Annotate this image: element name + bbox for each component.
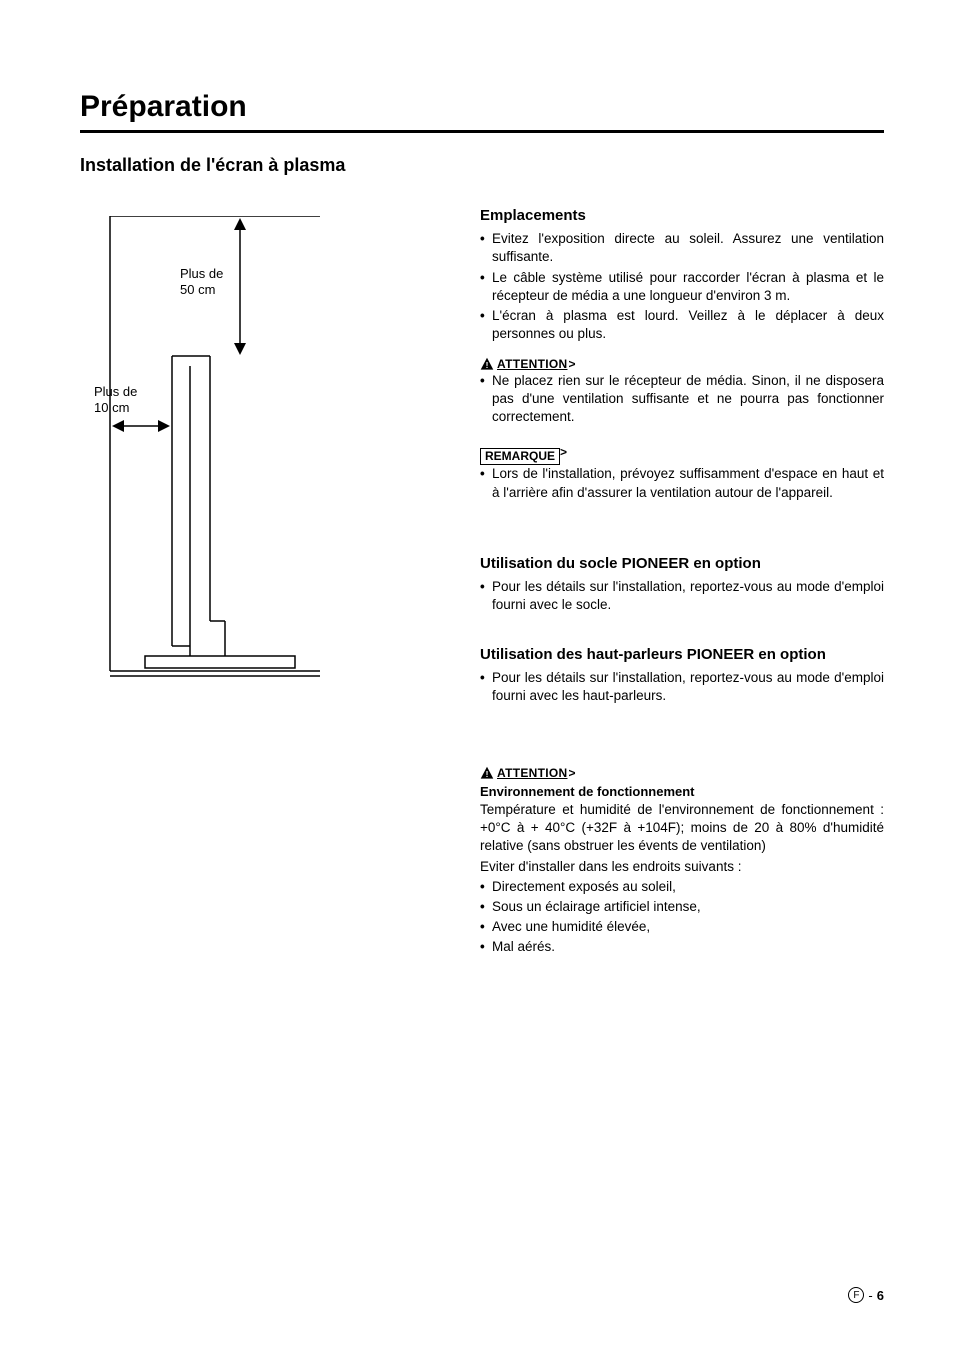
list-hp: Pour les détails sur l'installation, rep… (480, 669, 884, 705)
bullet-text: Evitez l'exposition directe au soleil. A… (492, 230, 884, 266)
list-emplacements: Evitez l'exposition directe au soleil. A… (480, 230, 884, 343)
list-item: Ne placez rien sur le récepteur de média… (480, 372, 884, 427)
section-subtitle: Installation de l'écran à plasma (80, 155, 884, 176)
list-item: L'écran à plasma est lourd. Veillez à le… (480, 307, 884, 343)
dim-side-line2: 10 cm (94, 400, 129, 415)
diagram-column: Plus de 50 cm Plus de 10 cm (80, 206, 450, 969)
heading-socle: Utilisation du socle PIONEER en option (480, 554, 884, 574)
heading-emplacements: Emplacements (480, 206, 884, 226)
list-item: Pour les détails sur l'installation, rep… (480, 578, 884, 614)
lang-badge: F (848, 1287, 864, 1303)
svg-text:!: ! (486, 360, 489, 370)
bullet-text: Le câble système utilisé pour raccorder … (492, 269, 884, 305)
list-item: Sous un éclairage artificiel intense, (480, 898, 884, 916)
chevron-icon: > (568, 356, 572, 372)
list-item: Avec une humidité élevée, (480, 918, 884, 936)
bullet-text: Lors de l'installation, prévoyez suffisa… (492, 465, 884, 501)
text-column: Emplacements Evitez l'exposition directe… (480, 206, 884, 969)
list-remarque: Lors de l'installation, prévoyez suffisa… (480, 465, 884, 501)
attention-callout-1: ! ATTENTION > (480, 356, 884, 372)
bullet-text: Pour les détails sur l'installation, rep… (492, 578, 884, 614)
remarque-label: REMARQUE (480, 448, 560, 465)
warning-icon: ! (480, 766, 494, 780)
attention-callout-2: ! ATTENTION > (480, 765, 884, 781)
dim-top-line2: 50 cm (180, 282, 215, 297)
title-rule (80, 130, 884, 133)
env-text: Température et humidité de l'environneme… (480, 801, 884, 856)
attention-label: ATTENTION (497, 356, 567, 372)
dim-top-line1: Plus de (180, 266, 223, 281)
list-socle: Pour les détails sur l'installation, rep… (480, 578, 884, 614)
list-item: Mal aérés. (480, 938, 884, 956)
bullet-text: Avec une humidité élevée, (492, 918, 884, 936)
list-item: Lors de l'installation, prévoyez suffisa… (480, 465, 884, 501)
chevron-icon: > (568, 765, 572, 781)
chevron-icon: > (560, 444, 564, 460)
avoid-intro: Eviter d'installer dans les endroits sui… (480, 858, 884, 876)
list-item: Directement exposés au soleil, (480, 878, 884, 896)
bullet-text: Ne placez rien sur le récepteur de média… (492, 372, 884, 427)
page-number: 6 (877, 1288, 884, 1303)
dim-side-line1: Plus de (94, 384, 137, 399)
footer-sep: - (868, 1288, 872, 1303)
two-column-layout: Plus de 50 cm Plus de 10 cm Emplacements… (80, 206, 884, 969)
svg-text:!: ! (486, 770, 489, 780)
dim-label-top: Plus de 50 cm (180, 266, 223, 297)
list-item: Le câble système utilisé pour raccorder … (480, 269, 884, 305)
attention-label: ATTENTION (497, 765, 567, 781)
page-footer: F - 6 (848, 1287, 884, 1303)
warning-icon: ! (480, 357, 494, 371)
list-avoid: Directement exposés au soleil, Sous un é… (480, 878, 884, 957)
bullet-text: Pour les détails sur l'installation, rep… (492, 669, 884, 705)
list-attention1: Ne placez rien sur le récepteur de média… (480, 372, 884, 427)
dim-label-side: Plus de 10 cm (94, 384, 137, 415)
clearance-diagram: Plus de 50 cm Plus de 10 cm (90, 216, 320, 696)
list-item: Pour les détails sur l'installation, rep… (480, 669, 884, 705)
bullet-text: Sous un éclairage artificiel intense, (492, 898, 884, 916)
bullet-text: Directement exposés au soleil, (492, 878, 884, 896)
page-title: Préparation (80, 90, 884, 124)
heading-hp: Utilisation des haut-parleurs PIONEER en… (480, 645, 884, 665)
bullet-text: Mal aérés. (492, 938, 884, 956)
list-item: Evitez l'exposition directe au soleil. A… (480, 230, 884, 266)
remarque-callout: REMARQUE > (480, 438, 884, 465)
bullet-text: L'écran à plasma est lourd. Veillez à le… (492, 307, 884, 343)
env-heading: Environnement de fonctionnement (480, 783, 884, 801)
